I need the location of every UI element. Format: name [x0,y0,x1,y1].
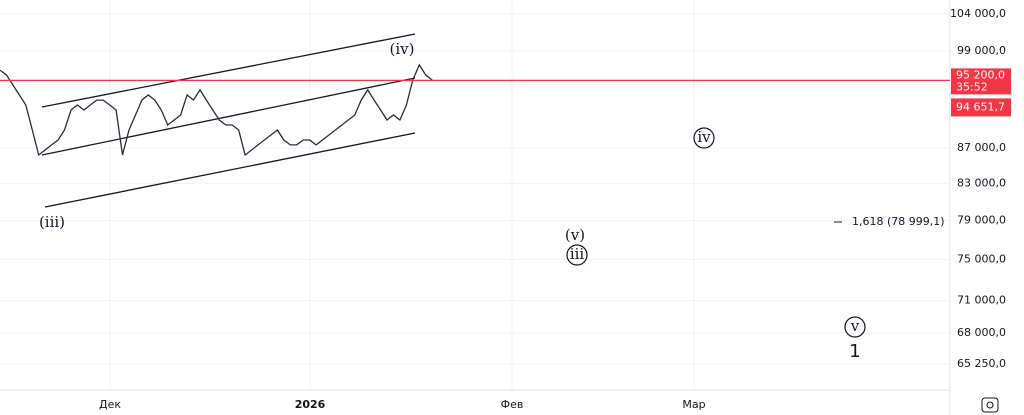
price-label-box [951,68,1011,95]
marker-label-box [951,98,1011,117]
y-tick-label: 65 250,0 [957,357,1006,370]
wave-label: iii [570,245,585,263]
y-tick-label: 83 000,0 [957,176,1006,189]
wave-label: (iii) [39,213,65,231]
x-tick-label: 2026 [295,398,326,411]
wave-label: (iv) [390,40,415,58]
x-tick-label: Дек [99,398,121,411]
wave-label: (v) [565,226,585,244]
wave-label: 1 [849,341,860,362]
y-tick-label: 99 000,0 [957,44,1006,57]
wave-circle [693,127,715,149]
wave-circle [566,244,588,266]
marker-label: 94 651,7 [956,100,1005,113]
y-tick-label: 104 000,0 [950,7,1006,20]
wave-label: v [850,317,860,335]
y-tick-label: 79 000,0 [957,213,1006,226]
wave-circle [844,316,866,338]
price-line [0,63,433,157]
y-tick-label: 71 000,0 [957,294,1006,307]
settings-icon[interactable] [981,397,999,413]
countdown: 35:52 [956,80,988,93]
y-tick-label: 68 000,0 [957,326,1006,339]
channel-lower [44,132,416,208]
channel-middle [41,77,416,156]
x-tick-label: Фев [501,398,524,411]
y-tick-label: 87 000,0 [957,141,1006,154]
price-label: 95 200,0 [956,68,1005,81]
fib-label: 1,618 (78 999,1) [852,215,945,228]
wave-label: iv [697,128,711,146]
y-tick-label: 75 000,0 [957,252,1006,265]
x-tick-label: Мар [682,398,705,411]
channel-upper [41,33,416,108]
